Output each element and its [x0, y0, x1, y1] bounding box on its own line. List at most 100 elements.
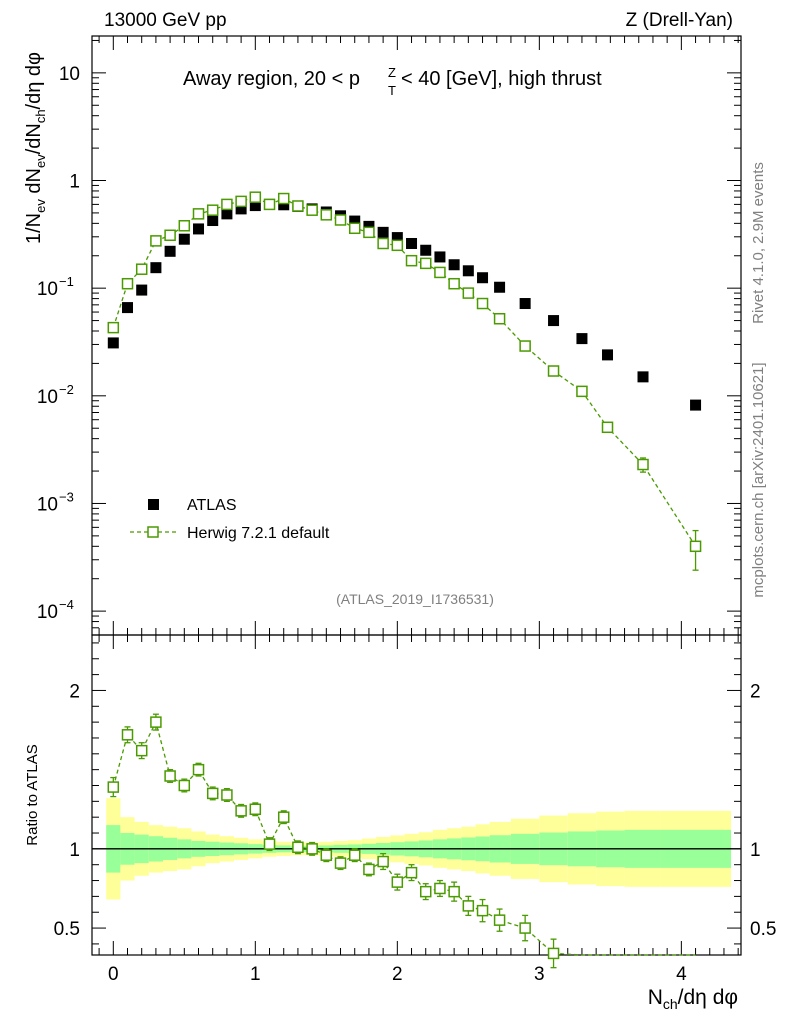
- ratio-herwig-point: [192, 763, 205, 776]
- ratio-herwig-point: [448, 885, 460, 898]
- atlas-data-point: [519, 298, 531, 310]
- herwig-data-point: [121, 277, 134, 290]
- herwig-data-point: [178, 220, 191, 232]
- x-tick-label: 1: [250, 964, 261, 985]
- ratio-series-layer: [107, 713, 696, 969]
- herwig-dashed-line: [112, 196, 697, 547]
- main-y-axis-label: 1/Nev dNev/dNch/dη dφ: [23, 52, 48, 244]
- atlas-data-point: [207, 215, 219, 227]
- legend-herwig-marker: [147, 526, 159, 538]
- ratio-herwig-point: [121, 729, 134, 741]
- atlas-data-point: [420, 244, 432, 256]
- ratio-herwig-dashed-line: [112, 720, 696, 956]
- y-tick-label-main-exp: −1: [59, 274, 74, 289]
- legend-atlas-label: ATLAS: [187, 497, 237, 514]
- y-tick-label-ratio-right: 0.5: [750, 919, 776, 940]
- herwig-data-point: [277, 192, 290, 205]
- herwig-data-point: [377, 237, 389, 250]
- herwig-data-point: [637, 458, 649, 471]
- ratio-herwig-point: [405, 866, 418, 879]
- ratio-herwig-point: [493, 914, 506, 926]
- atlas-data-point: [363, 220, 375, 232]
- y-tick-label-main: 10: [37, 387, 58, 408]
- herwig-data-point: [320, 209, 333, 221]
- x-tick-label: 3: [534, 964, 545, 985]
- atlas-data-point: [349, 215, 361, 227]
- atlas-data-point: [448, 259, 460, 271]
- x-tick-label: 2: [392, 964, 403, 985]
- ratio-herwig-point: [391, 876, 404, 888]
- atlas-data-point: [391, 232, 403, 244]
- collision-energy-label: 13000 GeV pp: [104, 10, 227, 31]
- herwig-data-point: [434, 266, 446, 279]
- process-label: Z (Drell-Yan): [626, 10, 733, 31]
- herwig-data-point: [263, 198, 276, 211]
- plot-frames: [91, 35, 742, 956]
- y-tick-label-main: 1: [69, 172, 80, 193]
- atlas-data-point: [249, 200, 261, 212]
- herwig-data-point: [221, 198, 233, 211]
- ratio-uncertainty-bands: [92, 798, 741, 900]
- atlas-data-point: [406, 237, 418, 249]
- ratio-herwig-point: [135, 744, 148, 757]
- y-tick-label-main-exp: −2: [59, 382, 74, 397]
- atlas-data-point: [122, 302, 134, 314]
- herwig-data-point: [192, 208, 205, 220]
- ratio-herwig-point: [434, 882, 446, 895]
- ratio-herwig-point: [363, 863, 375, 876]
- atlas-data-point: [477, 272, 489, 284]
- main-plot-frame: [91, 35, 742, 636]
- herwig-data-point: [348, 222, 361, 235]
- herwig-data-point: [419, 257, 432, 270]
- atlas-data-point: [235, 203, 247, 215]
- legend-atlas-marker: [148, 499, 159, 510]
- ratio-herwig-point: [178, 779, 191, 792]
- main-y-axis-label-text: 1/Nev dNev/dNch/dη dφ: [23, 52, 48, 244]
- atlas-data-point: [637, 371, 649, 383]
- mcplots-label: mcplots.cern.ch [arXiv:2401.10621]: [750, 362, 767, 597]
- herwig-data-point: [135, 263, 148, 275]
- ratio-herwig-point: [277, 811, 290, 823]
- ratio-herwig-point: [547, 947, 560, 960]
- ratio-herwig-point: [320, 849, 333, 861]
- y-tick-label-main: 10: [59, 64, 80, 85]
- herwig-data-point: [391, 239, 404, 252]
- x-axis-label: Nch/dη dφ: [648, 986, 738, 1012]
- ratio-herwig-point: [476, 904, 489, 917]
- main-series-layer: [107, 191, 702, 571]
- atlas-data-point: [221, 208, 233, 220]
- atlas-data-point: [150, 262, 162, 274]
- y-tick-label-main: 10: [37, 602, 58, 623]
- herwig-data-point: [576, 385, 588, 398]
- ratio-y-axis-label: Ratio to ATLAS: [24, 744, 41, 845]
- atlas-data-point: [548, 315, 560, 327]
- herwig-data-point: [334, 214, 347, 226]
- atlas-data-point: [136, 284, 148, 296]
- herwig-data-point: [689, 540, 702, 553]
- plot-title: Away region, 20 < p Z T < 40 [GeV], high…: [183, 65, 602, 98]
- atlas-data-point: [193, 223, 205, 235]
- herwig-data-point: [363, 226, 375, 239]
- ratio-herwig-point: [150, 716, 162, 728]
- herwig-data-point: [306, 204, 318, 216]
- ratio-herwig-point: [348, 849, 361, 861]
- herwig-data-point: [448, 277, 460, 290]
- ratio-herwig-point: [206, 787, 219, 800]
- herwig-data-point: [462, 287, 475, 299]
- herwig-data-point: [164, 229, 176, 242]
- herwig-data-point: [519, 340, 531, 352]
- atlas-data-point: [278, 199, 290, 211]
- ratio-herwig-point: [519, 922, 531, 934]
- atlas-data-point: [494, 281, 506, 293]
- plot-title-suffix: < 40 [GeV], high thrust: [401, 68, 602, 90]
- ratio-herwig-point: [462, 900, 475, 912]
- y-tick-label-ratio-left: 0.5: [54, 919, 80, 940]
- ratio-herwig-point: [107, 781, 120, 793]
- herwig-data-point: [107, 321, 120, 334]
- y-tick-label-ratio-left: 1: [69, 840, 80, 861]
- rivet-version-label: Rivet 4.1.0, 2.9M events: [750, 162, 767, 324]
- herwig-data-point: [601, 421, 614, 434]
- ratio-herwig-point: [306, 843, 318, 855]
- herwig-data-point: [493, 312, 506, 325]
